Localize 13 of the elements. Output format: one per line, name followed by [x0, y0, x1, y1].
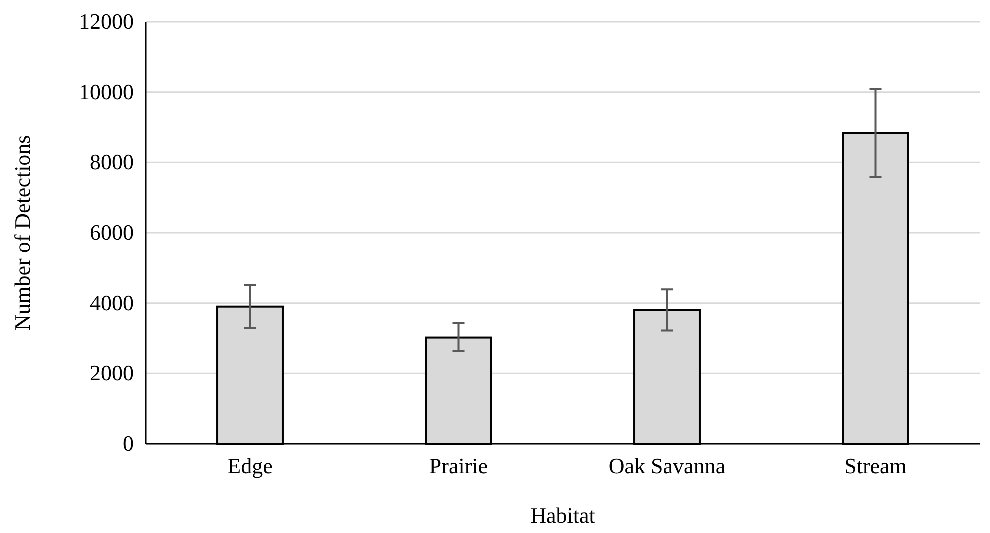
y-tick-label: 4000 [90, 290, 134, 316]
x-tick-label: Edge [228, 454, 273, 479]
x-tick-label: Stream [844, 454, 907, 479]
y-tick-label: 8000 [90, 150, 134, 175]
y-tick-label: 6000 [90, 220, 134, 246]
x-tick-label: Oak Savanna [608, 454, 726, 479]
y-axis-title: Number of Detections [10, 135, 35, 331]
y-tick-label: 0 [123, 431, 134, 456]
x-tick-label: Prairie [429, 454, 488, 479]
y-tick-label: 12000 [79, 9, 134, 34]
y-tick-label: 10000 [79, 79, 134, 104]
x-axis-title: Habitat [530, 503, 596, 528]
y-tick-label: 2000 [90, 360, 134, 386]
